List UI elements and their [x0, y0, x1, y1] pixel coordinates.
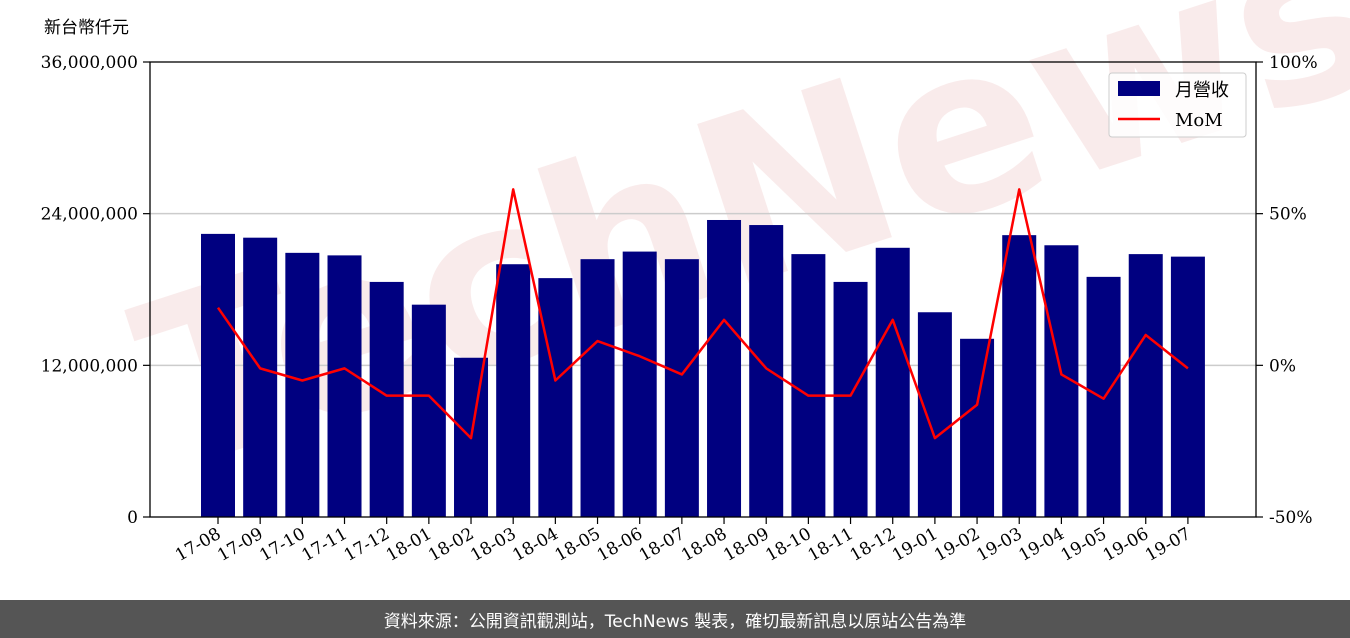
y-tick-label: 0 [127, 508, 138, 528]
mom-line [216, 188, 1189, 440]
bar [411, 304, 446, 517]
y-tick-label: 24,000,000 [41, 205, 138, 225]
x-tick-label: 17-10 [256, 524, 308, 566]
x-tick-label: 19-05 [1058, 524, 1110, 566]
bar [496, 264, 531, 517]
bar [875, 247, 910, 517]
x-tick-label: 18-10 [762, 524, 814, 566]
bar-series [201, 219, 1205, 518]
x-tick-label: 18-05 [552, 524, 604, 566]
x-tick-label: 19-07 [1142, 524, 1194, 566]
x-tick-label: 19-01 [889, 524, 941, 566]
plot-frame [149, 61, 1257, 518]
x-tick-label: 17-11 [299, 524, 351, 566]
x-tick-label: 17-12 [341, 524, 393, 566]
x-tick-label: 19-03 [973, 524, 1025, 566]
legend: 月營收 MoM [1108, 72, 1247, 138]
y2-tick-label: 100% [1269, 53, 1318, 73]
legend-label: 月營收 [1175, 80, 1229, 101]
bar [369, 281, 404, 517]
bar [1002, 235, 1037, 517]
bar [917, 312, 952, 517]
bar [1128, 254, 1163, 517]
x-tick-label: 19-04 [1015, 524, 1067, 566]
x-tick-label: 19-06 [1100, 524, 1152, 566]
x-tick-label: 18-08 [678, 524, 730, 566]
x-tick-label: 18-07 [636, 524, 688, 566]
bar [791, 254, 826, 517]
x-tick-label: 18-11 [805, 524, 857, 566]
bar [749, 225, 784, 517]
source-footer: 資料來源：公開資訊觀測站，TechNews 製表，確切最新訊息以原站公告為準 [0, 600, 1350, 638]
bar [285, 252, 320, 517]
bar [960, 338, 995, 517]
chart: TechNews 012,000,00024,000,00036,000,000… [41, 0, 1350, 566]
x-tick-label: 18-01 [383, 524, 435, 566]
y2-tick-label: 0% [1269, 356, 1296, 376]
y-tick-label: 12,000,000 [41, 356, 138, 376]
line-series [216, 188, 1189, 440]
x-tick-label: 18-02 [425, 524, 477, 566]
y2-tick-label: 50% [1269, 205, 1307, 225]
x-tick-label: 18-03 [467, 524, 519, 566]
x-tick-label: 18-12 [847, 524, 899, 566]
legend-label: MoM [1175, 110, 1223, 131]
bar [538, 278, 573, 517]
bar [707, 219, 742, 517]
bar [664, 259, 699, 517]
bar [243, 237, 278, 518]
footer-text: 資料來源：公開資訊觀測站，TechNews 製表，確切最新訊息以原站公告為準 [383, 611, 967, 632]
y-tick-label: 36,000,000 [41, 53, 138, 73]
bar [201, 233, 235, 517]
bar [622, 251, 657, 518]
bar [1170, 256, 1205, 517]
x-tick-label: 19-02 [931, 524, 983, 566]
x-tick-label: 17-09 [214, 524, 266, 566]
bar [327, 255, 362, 517]
bar [580, 259, 615, 517]
bar [833, 281, 868, 517]
legend-swatch-bar [1118, 81, 1160, 96]
x-tick-label: 18-09 [720, 524, 772, 566]
y2-tick-label: -50% [1269, 508, 1313, 528]
x-tick-label: 17-08 [172, 524, 224, 566]
x-tick-label: 18-04 [509, 524, 561, 566]
y-axis-label: 新台幣仟元 [44, 18, 129, 38]
x-tick-label: 18-06 [594, 524, 646, 566]
